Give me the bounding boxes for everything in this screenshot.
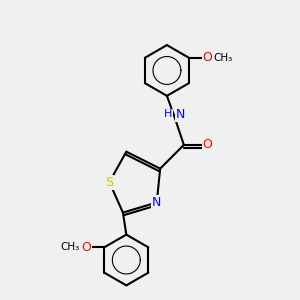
- Text: CH₃: CH₃: [213, 53, 233, 63]
- Text: O: O: [202, 138, 212, 152]
- Text: N: N: [152, 196, 161, 209]
- Text: S: S: [105, 176, 113, 189]
- Text: H: H: [164, 110, 172, 119]
- Text: O: O: [81, 241, 91, 254]
- Text: O: O: [202, 51, 212, 64]
- Text: N: N: [176, 108, 185, 121]
- Text: CH₃: CH₃: [61, 242, 80, 252]
